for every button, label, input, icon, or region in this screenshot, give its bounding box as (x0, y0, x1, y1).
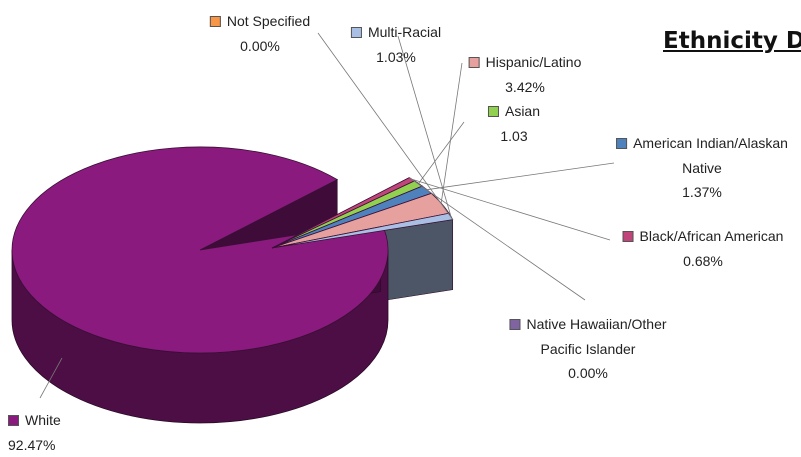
label-name-row: Native Hawaiian/Other (509, 312, 667, 336)
slice-label: Black/African American (639, 228, 784, 244)
slice-label: Native Hawaiian/Other (526, 316, 667, 332)
label-name-row: Hispanic/Latino (468, 50, 582, 74)
slice-value: 1.37% (682, 183, 722, 200)
slice-value: 92.47% (8, 436, 56, 453)
legend-swatch (468, 56, 480, 68)
leader-line-multi-racial (397, 35, 452, 217)
chart-title: Ethnicity D (663, 28, 801, 54)
legend-swatch (487, 105, 499, 117)
legend-swatch (616, 137, 628, 149)
label-american-indian-alaskan-native: American Indian/Alaskan Native 1.37% (616, 131, 788, 204)
label-name-row: White (8, 408, 61, 432)
legend-swatch (8, 414, 19, 426)
slice-label-line: Native (682, 159, 722, 176)
leader-line-white (39, 357, 63, 399)
label-black-african-american: Black/African American 0.68% (622, 224, 784, 273)
leader-line-black-african-american (411, 178, 611, 241)
label-name-row: Multi-Racial (350, 20, 442, 44)
label-name-row: Not Specified (209, 9, 311, 33)
label-white: White 92.47% (8, 408, 61, 457)
slice-label: Not Specified (226, 13, 311, 29)
label-hispanic-latino: Hispanic/Latino 3.42% (468, 50, 582, 99)
legend-swatch (350, 26, 362, 38)
slice-label: American Indian/Alaskan (633, 135, 788, 151)
legend-swatch (209, 15, 221, 27)
legend-swatch (622, 230, 634, 242)
leader-line-asian (418, 121, 465, 184)
leader-line-not-specified (317, 32, 454, 220)
slice-value: 1.03% (376, 48, 416, 65)
leader-line-hispanic-latino (440, 62, 463, 204)
slice-label: Multi-Racial (367, 24, 442, 40)
label-asian: Asian 1.03 (487, 99, 541, 148)
leader-line-american-indian-alaskan-native (426, 162, 615, 191)
label-multi-racial: Multi-Racial 1.03% (350, 20, 442, 69)
slice-white (11, 146, 389, 354)
pie-tops (11, 146, 454, 354)
slice-value: 0.00% (240, 37, 280, 54)
leader-lines (39, 32, 615, 399)
label-name-row: Asian (487, 99, 541, 123)
slice-value: 3.42% (505, 78, 545, 95)
slice-value: 1.03 (500, 127, 528, 144)
label-not-specified: Not Specified 0.00% (209, 9, 311, 58)
slice-value: 0.00% (568, 364, 608, 381)
slice-label: White (25, 412, 61, 428)
slice-label-line: Pacific Islander (540, 340, 636, 357)
slice-label: Hispanic/Latino (485, 54, 582, 70)
label-name-row: American Indian/Alaskan (616, 131, 788, 155)
leader-line-native-hawaiian-other-pacific-islander (409, 177, 586, 301)
legend-swatch (509, 318, 521, 330)
label-name-row: Black/African American (622, 224, 784, 248)
label-native-hawaiian-other-pacific-islander: Native Hawaiian/Other Pacific Islander 0.0… (509, 312, 667, 385)
slice-label: Asian (504, 103, 541, 119)
slice-value: 0.68% (683, 252, 723, 269)
